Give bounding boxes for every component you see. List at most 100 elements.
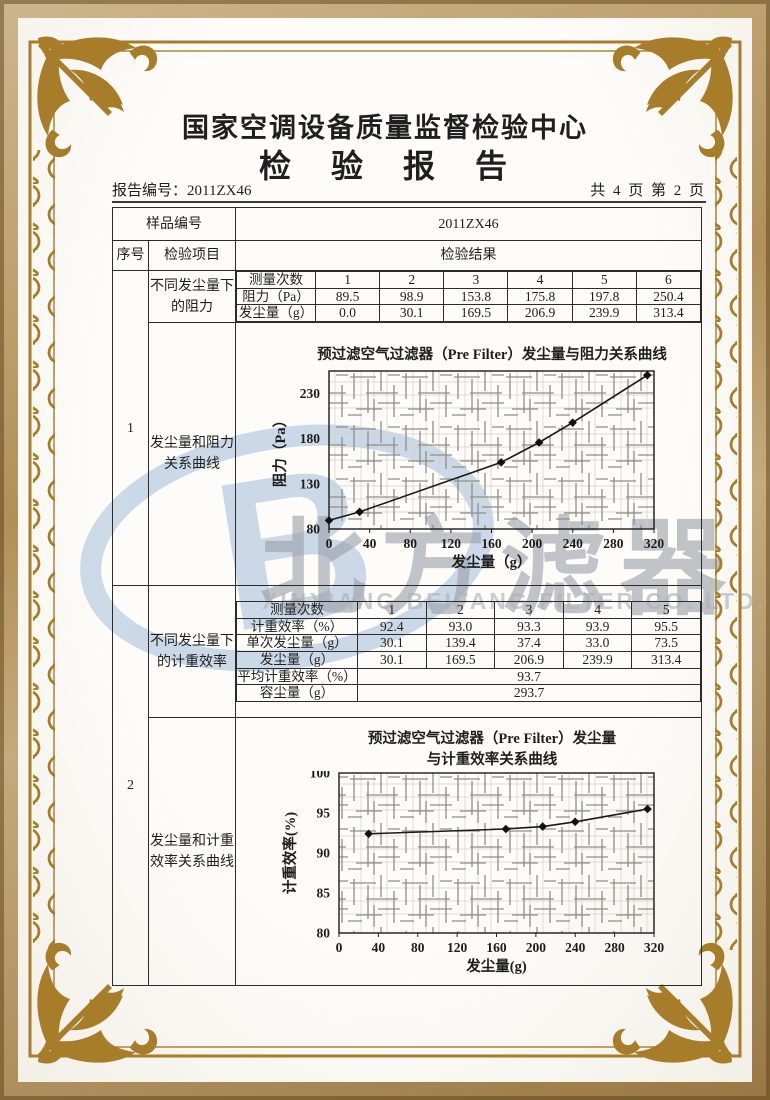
subtable-row-label: 单次发尘量（g） [236, 634, 358, 652]
y-tick-label: 95 [317, 806, 331, 821]
subtable-corner-cell: 测量次数 [236, 271, 316, 289]
table-header-row: 序号 检验项目 检验结果 [112, 240, 702, 271]
chart2-title-line2: 与计重效率关系曲线 [426, 751, 558, 768]
subtable-value: 93.0 [425, 617, 496, 636]
section2-item-bottom: 发尘量和计重效率关系曲线 [148, 717, 236, 986]
subtable-value: 0.0 [314, 304, 381, 322]
section2-subtable-row: 2 不同发尘量下的计重效率 测量次数 1 2 3 4 5 计重效率（%） 92.4 93.0 93… [112, 585, 702, 986]
subtable-value: 92.4 [357, 617, 427, 636]
subtable-value: 30.1 [357, 634, 427, 652]
subtable-row-label: 计重效率（%） [236, 617, 358, 636]
subtable-value: 37.4 [494, 634, 564, 652]
subtable-value: 30.1 [379, 304, 445, 322]
sample-label-cell: 样品编号 [112, 207, 236, 241]
x-tick-label: 80 [411, 940, 425, 955]
section2-item-top: 不同发尘量下的计重效率 [148, 585, 236, 718]
subtable-col-header: 5 [631, 601, 701, 619]
section1-subtable-row: 1 不同发尘量下的阻力 测量次数 1 2 3 4 5 6 阻力（Pa） 89.5 98.9 153.… [112, 270, 702, 586]
x-tick-label: 320 [644, 940, 665, 955]
subtable-value: 93.3 [494, 617, 564, 636]
efficiency-subtable: 测量次数 1 2 3 4 5 计重效率（%） 92.4 93.0 93.3 93.9 95.5 单次发尘… [236, 601, 701, 702]
subtable-col-header: 6 [635, 271, 702, 289]
subtable-value: 239.9 [562, 651, 633, 669]
y-axis-label: 计重效率(%) [281, 812, 299, 894]
org-name: 国家空调设备质量监督检验中心 [182, 113, 588, 143]
sample-row: 样品编号 2011ZX46 [112, 207, 702, 241]
chart1-title: 预过滤空气过滤器（Pre Filter）发尘量与阻力关系曲线 [317, 346, 667, 363]
x-tick-label: 200 [526, 940, 547, 955]
item-header-cell: 检验项目 [148, 240, 236, 271]
x-tick-label: 280 [605, 940, 626, 955]
y-tick-label: 100 [310, 771, 331, 781]
x-tick-label: 0 [336, 940, 343, 955]
subtable-value: 98.9 [379, 287, 445, 306]
subtable-merged-value: 93.7 [357, 667, 701, 686]
x-tick-label: 240 [563, 536, 584, 551]
subtable-value: 89.5 [314, 287, 381, 306]
subtable-value: 197.8 [571, 287, 637, 306]
subtable-value: 73.5 [631, 634, 701, 652]
x-tick-label: 240 [565, 940, 586, 955]
subtable-col-header: 3 [494, 601, 564, 619]
resistance-chart: 0 40 80 120 160 200 240 280 320 80 130 180 230 发尘量（g）… [271, 370, 664, 571]
y-axis-label: 阻力（Pa） [271, 413, 289, 487]
subtable-value: 313.4 [635, 304, 702, 322]
subtable-row-label: 发尘量（g） [236, 304, 316, 322]
subtable-value: 206.9 [494, 651, 564, 669]
subtable-col-header: 5 [571, 271, 637, 289]
x-tick-label: 280 [603, 536, 624, 551]
sample-value-cell: 2011ZX46 [235, 207, 702, 241]
subtable-merged-value: 293.7 [357, 684, 701, 702]
resistance-chart-block: 预过滤空气过滤器（Pre Filter）发尘量与阻力关系曲线 0 40 80 120 1… [236, 346, 701, 575]
section2-seq: 2 [112, 585, 149, 986]
result-header-cell: 检验结果 [235, 240, 702, 271]
subtable-col-header: 3 [443, 271, 509, 289]
plot-grid [339, 773, 654, 934]
subtable-value: 313.4 [631, 651, 701, 669]
y-tick-label: 85 [317, 886, 331, 901]
subtable-value: 30.1 [357, 651, 427, 669]
subtable-col-header: 4 [562, 601, 633, 619]
x-tick-label: 160 [486, 940, 507, 955]
x-tick-label: 80 [404, 536, 418, 551]
y-tick-label: 180 [300, 431, 321, 446]
y-tick-label: 130 [300, 477, 321, 492]
section1-item-top: 不同发尘量下的阻力 [148, 270, 236, 323]
subtable-value: 169.5 [443, 304, 509, 322]
report-number: 报告编号：2011ZX46 [112, 183, 252, 199]
page-indicator: 共 4 页 第 2 页 [590, 183, 706, 199]
y-tick-label: 90 [317, 846, 331, 861]
x-tick-label: 120 [441, 536, 462, 551]
subtable-value: 93.9 [562, 617, 633, 636]
section1-seq: 1 [112, 270, 149, 586]
subtable-col-header: 4 [507, 271, 573, 289]
x-tick-label: 0 [326, 536, 333, 551]
main-table: 样品编号 2011ZX46 序号 检验项目 检验结果 1 不同发尘量下的阻力 测… [112, 207, 702, 986]
subtable-value: 95.5 [631, 617, 701, 636]
x-tick-label: 200 [522, 536, 543, 551]
resistance-subtable: 测量次数 1 2 3 4 5 6 阻力（Pa） 89.5 98.9 153.8 175.8 197.8 2… [236, 271, 702, 322]
x-tick-label: 160 [481, 536, 502, 551]
subtable-col-header: 1 [314, 271, 381, 289]
subtable-corner-cell: 测量次数 [236, 601, 358, 619]
y-tick-label: 230 [300, 386, 321, 401]
y-tick-label: 80 [317, 926, 331, 941]
subtable-value: 175.8 [507, 287, 573, 306]
seq-header-cell: 序号 [112, 240, 149, 271]
subtable-value: 250.4 [635, 287, 702, 306]
subtable-row-label: 阻力（Pa） [236, 287, 316, 306]
subtable-row-label: 发尘量（g） [236, 651, 358, 669]
x-axis-label: 发尘量(g) [465, 957, 527, 975]
section1-item-bottom: 发尘量和阻力关系曲线 [148, 322, 236, 586]
subtable-col-header: 2 [425, 601, 496, 619]
subtable-row-label: 平均计重效率（%） [236, 667, 358, 686]
x-tick-label: 40 [363, 536, 377, 551]
section2-chart-row: 发尘量和计重效率关系曲线 预过滤空气过滤器（Pre Filter）发尘量 与计重… [113, 717, 702, 986]
subtable-value: 206.9 [507, 304, 573, 322]
subtable-row-label: 容尘量（g） [236, 684, 358, 702]
x-tick-label: 120 [447, 940, 468, 955]
x-axis-label: 发尘量（g） [451, 553, 532, 571]
x-tick-label: 40 [372, 940, 386, 955]
